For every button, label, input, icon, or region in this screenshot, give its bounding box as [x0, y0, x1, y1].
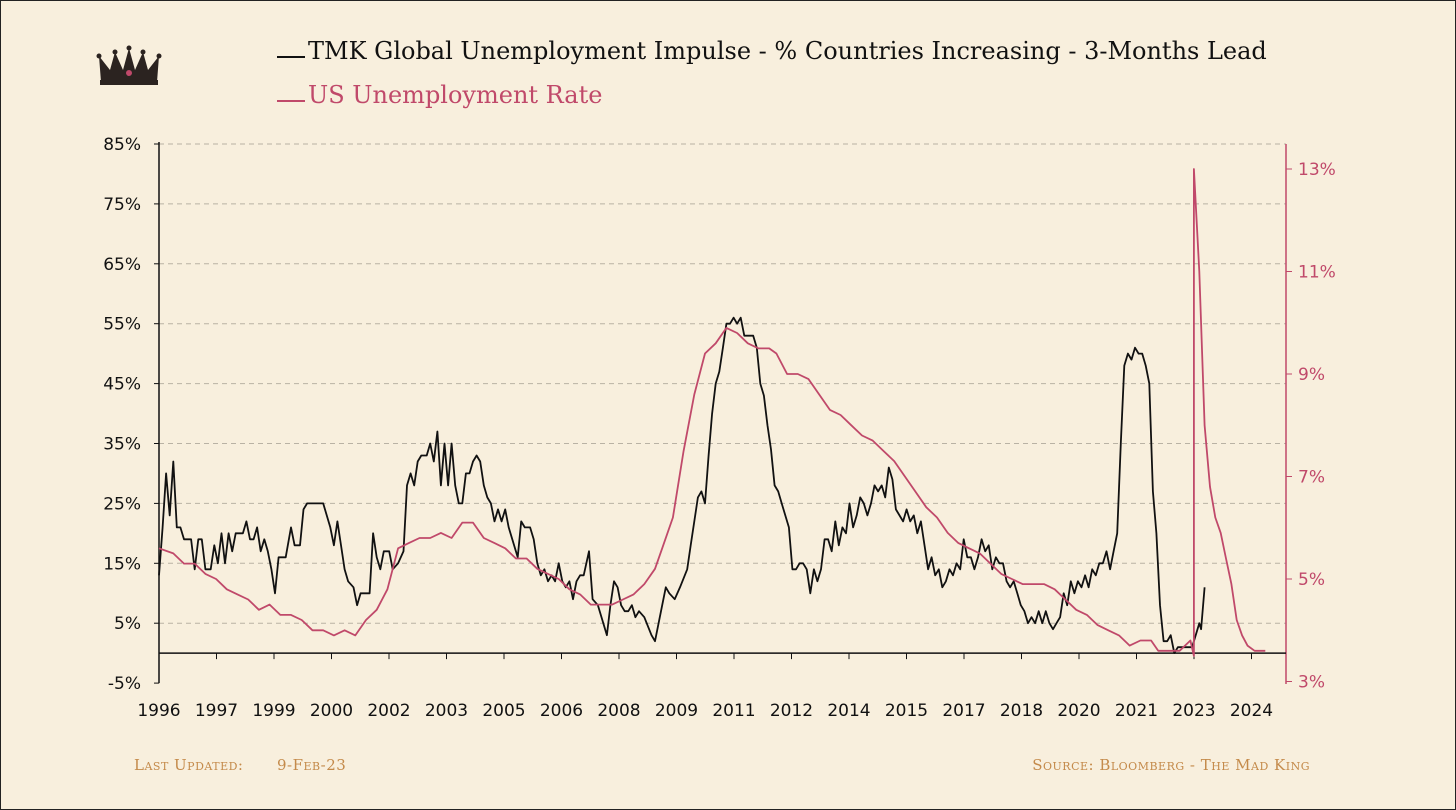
- y-right-tick-label: 11%: [1298, 263, 1336, 283]
- x-tick-label: 2009: [655, 701, 698, 721]
- last-updated-value: 9-Feb-23: [277, 756, 346, 774]
- x-tick-label: 2023: [1172, 701, 1215, 721]
- source-credit: Source: Bloomberg - The Mad King: [1032, 756, 1310, 774]
- y-left-tick-label: -5%: [108, 674, 141, 694]
- y-left-tick-label: 55%: [103, 315, 141, 335]
- x-tick-label: 2002: [367, 701, 410, 721]
- y-axis-left-ticks: 85% 75% 65% 55% 45% 35% 25% 15% 5% -5%: [103, 135, 159, 694]
- legend: TMK Global Unemployment Impulse - % Coun…: [277, 37, 1267, 109]
- y-left-tick-label: 75%: [103, 195, 141, 215]
- legend-label-series-2: US Unemployment Rate: [308, 81, 602, 109]
- x-tick-label: 2015: [885, 701, 928, 721]
- x-tick-label: 2017: [942, 701, 985, 721]
- axes: [158, 142, 1287, 684]
- crown-icon: [96, 45, 162, 85]
- y-left-tick-label: 25%: [103, 494, 141, 514]
- x-tick-label: 2014: [827, 701, 870, 721]
- x-tick-label: 2006: [540, 701, 583, 721]
- y-left-tick-label: 85%: [103, 135, 141, 155]
- x-tick-label: 1997: [195, 701, 238, 721]
- series-line-2: [158, 168, 1266, 657]
- x-tick-label: 2012: [770, 701, 813, 721]
- y-left-tick-label: 35%: [103, 435, 141, 455]
- x-tick-label: 1999: [252, 701, 295, 721]
- y-right-tick-label: 7%: [1298, 468, 1325, 488]
- x-tick-label: 2018: [1000, 701, 1043, 721]
- y-left-tick-label: 65%: [103, 255, 141, 275]
- y-left-tick-label: 5%: [114, 614, 141, 634]
- last-updated-label: Last Updated:: [134, 756, 244, 774]
- x-tick-label: 2008: [597, 701, 640, 721]
- x-tick-label: 2005: [482, 701, 525, 721]
- x-tick-label: 2020: [1057, 701, 1100, 721]
- x-tick-label: 2000: [310, 701, 353, 721]
- grid-lines: [159, 143, 1286, 624]
- x-axis-ticks: 1996 1997 1999 2000 2002 2003 2005 2006 2008 2009…: [137, 653, 1273, 721]
- y-right-tick-label: 5%: [1298, 570, 1325, 590]
- y-right-tick-label: 13%: [1298, 160, 1336, 180]
- x-tick-label: 2024: [1230, 701, 1273, 721]
- x-tick-label: 1996: [137, 701, 180, 721]
- series-lines: [158, 168, 1266, 657]
- y-axis-right-ticks: 13% 11% 9% 7% 5% 3%: [1286, 160, 1336, 693]
- y-right-tick-label: 3%: [1298, 673, 1325, 693]
- legend-label-series-1: TMK Global Unemployment Impulse - % Coun…: [308, 37, 1267, 65]
- series-line-1: [158, 316, 1206, 654]
- y-left-tick-label: 15%: [103, 554, 141, 574]
- x-tick-label: 2011: [712, 701, 755, 721]
- y-left-tick-label: 45%: [103, 375, 141, 395]
- y-right-tick-label: 9%: [1298, 365, 1325, 385]
- x-tick-label: 2003: [425, 701, 468, 721]
- x-tick-label: 2021: [1115, 701, 1158, 721]
